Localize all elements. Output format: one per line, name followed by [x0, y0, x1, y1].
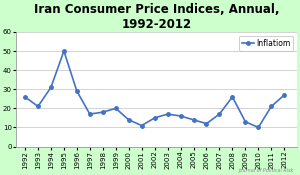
Inflatiom [205, 122, 208, 125]
Inflatiom [218, 113, 221, 115]
Inflatiom [244, 121, 247, 123]
Legend: Inflatiom: Inflatiom [239, 36, 293, 51]
Inflatiom [36, 105, 40, 107]
Inflatiom [269, 105, 273, 107]
Inflatiom [153, 117, 156, 119]
Inflatiom [62, 50, 66, 52]
Inflatiom [23, 96, 27, 98]
Inflatiom [231, 96, 234, 98]
Inflatiom [114, 107, 118, 109]
Inflatiom [192, 119, 195, 121]
Inflatiom [75, 90, 79, 92]
Inflatiom [166, 113, 169, 115]
Inflatiom [179, 115, 182, 117]
Text: Journal of Political Risk: Journal of Political Risk [238, 168, 294, 173]
Inflatiom [127, 119, 130, 121]
Inflatiom [256, 126, 260, 128]
Inflatiom [283, 94, 286, 96]
Inflatiom [49, 86, 53, 88]
Line: Inflatiom: Inflatiom [23, 49, 286, 129]
Title: Iran Consumer Price Indices, Annual,
1992-2012: Iran Consumer Price Indices, Annual, 199… [34, 3, 279, 31]
Inflatiom [101, 111, 105, 113]
Inflatiom [88, 113, 92, 115]
Inflatiom [140, 124, 143, 127]
